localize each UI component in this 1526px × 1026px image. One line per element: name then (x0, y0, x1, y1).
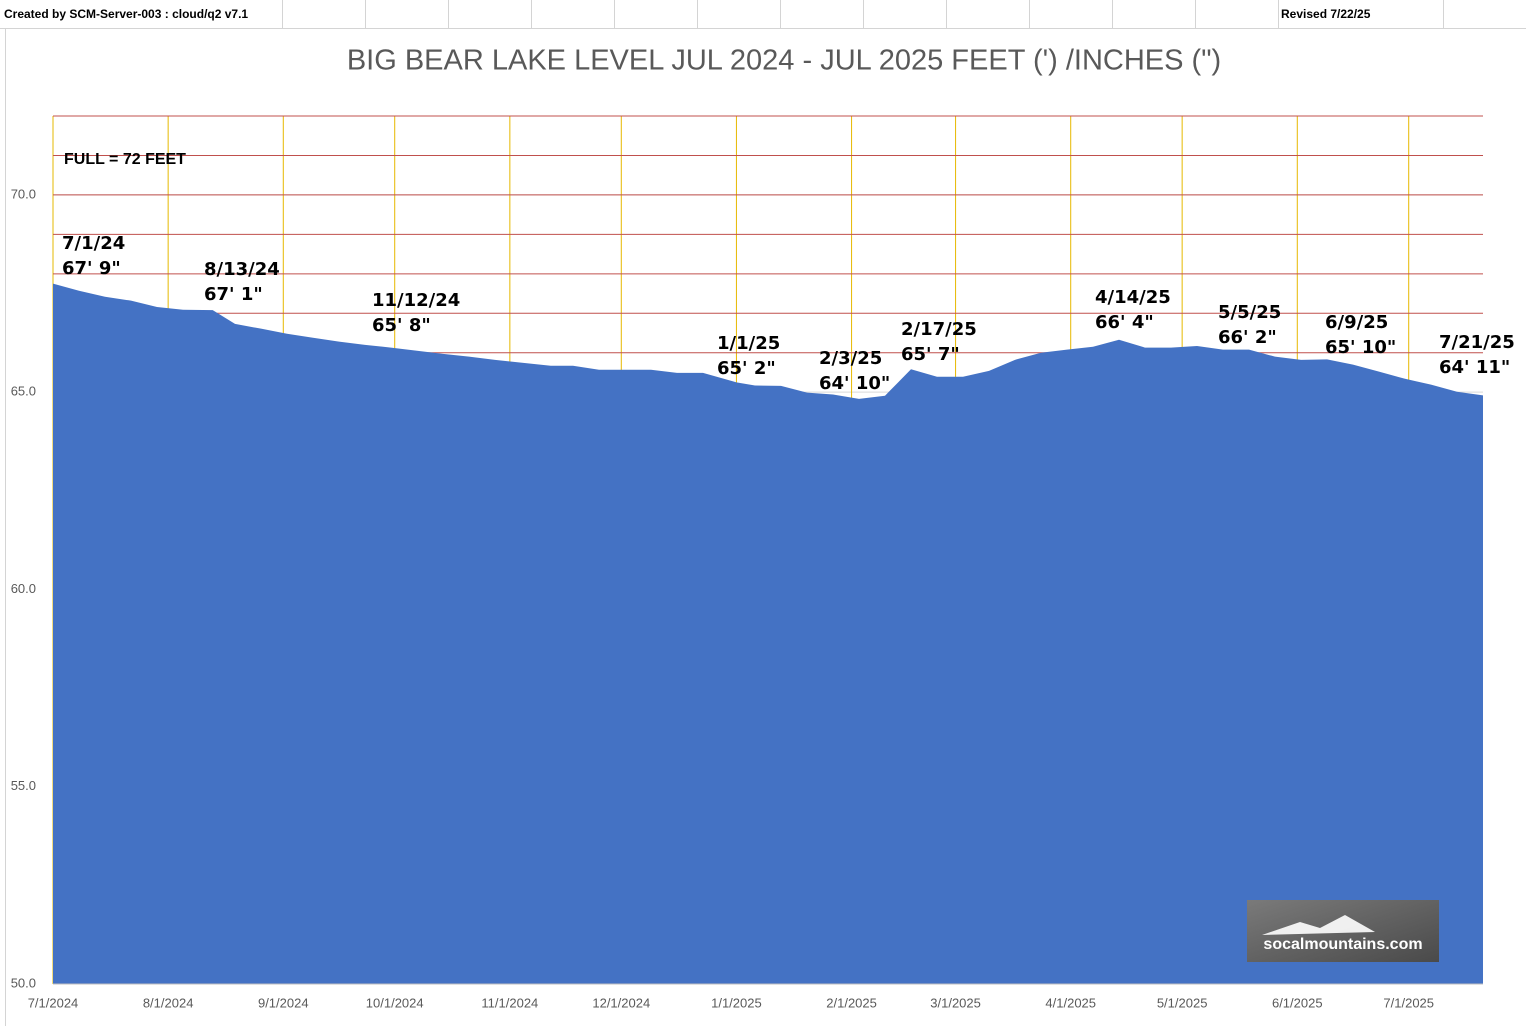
annotation-date: 5/5/25 (1218, 302, 1281, 323)
chart-title: BIG BEAR LAKE LEVEL JUL 2024 - JUL 2025 … (347, 45, 1221, 77)
annotation-level: 66' 4" (1095, 312, 1154, 333)
x-tick-label: 3/1/2025 (930, 995, 981, 1010)
annotation-date: 11/12/24 (372, 290, 460, 311)
annotation-date: 2/17/25 (901, 319, 977, 340)
x-tick-label: 4/1/2025 (1045, 995, 1096, 1010)
y-tick-label: 60.0 (11, 581, 36, 596)
x-tick-label: 1/1/2025 (711, 995, 762, 1010)
annotation-level: 65' 7" (901, 344, 960, 365)
x-tick-label: 12/1/2024 (592, 995, 650, 1010)
x-tick-label: 8/1/2024 (143, 995, 194, 1010)
logo-text: socalmountains.com (1263, 936, 1422, 953)
logo-mountains (1262, 915, 1375, 935)
y-tick-label: 70.0 (11, 186, 36, 201)
y-tick-label: 55.0 (11, 778, 36, 793)
x-tick-label: 5/1/2025 (1157, 995, 1208, 1010)
x-tick-label: 7/1/2025 (1383, 995, 1434, 1010)
plot-area (53, 283, 1483, 985)
annotation-level: 65' 8" (372, 315, 431, 336)
annotation-level: 64' 11" (1439, 357, 1510, 378)
y-tick-label: 65.0 (11, 384, 36, 399)
area (53, 283, 1483, 984)
x-tick-label: 10/1/2024 (366, 995, 424, 1010)
annotation-date: 8/13/24 (204, 259, 280, 280)
created-by: Created by SCM-Server-003 : cloud/q2 v7.… (4, 7, 248, 21)
annotation-date: 1/1/25 (717, 333, 780, 354)
annotation-level: 66' 2" (1218, 327, 1277, 348)
annotation-level: 67' 1" (204, 284, 263, 305)
x-tick-label: 7/1/2024 (28, 995, 79, 1010)
annotation-date: 7/1/24 (62, 233, 125, 254)
y-tick-label: 50.0 (11, 975, 36, 990)
x-tick-label: 6/1/2025 (1272, 995, 1323, 1010)
annotation-level: 67' 9" (62, 258, 121, 279)
x-tick-label: 9/1/2024 (258, 995, 309, 1010)
annotation-level: 65' 2" (717, 358, 776, 379)
full-note: FULL = 72 FEET (64, 151, 186, 168)
annotation-date: 4/14/25 (1095, 287, 1171, 308)
x-tick-label: 2/1/2025 (826, 995, 877, 1010)
annotation-date: 2/3/25 (819, 348, 882, 369)
annotation-date: 7/21/25 (1439, 332, 1515, 353)
annotation-level: 64' 10" (819, 373, 890, 394)
revised-date: Revised 7/22/25 (1281, 7, 1371, 21)
annotation-date: 6/9/25 (1325, 312, 1388, 333)
labels: 50.0 55.0 60.0 65.0 70.0 7/1/2024 8/1/2024 9/1/… (11, 151, 1515, 1010)
annotation-level: 65' 10" (1325, 337, 1396, 358)
x-tick-label: 11/1/2024 (481, 995, 538, 1010)
